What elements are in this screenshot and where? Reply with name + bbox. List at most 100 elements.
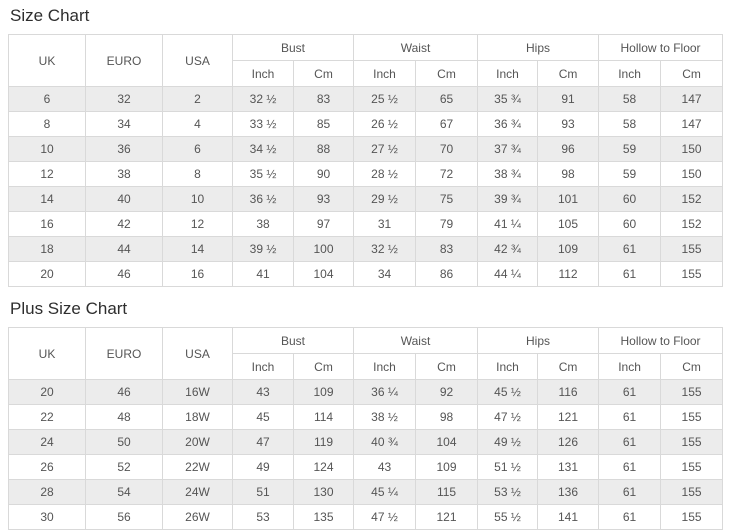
cell-waist-inch: 36 ¼ — [353, 379, 417, 405]
cell-hollow-inch: 61 — [598, 404, 662, 430]
table-row: 8 34 4 33 ½ 85 26 ½ 67 36 ¾ 93 58 147 — [8, 111, 724, 137]
cell-bust-inch: 53 — [232, 504, 294, 530]
cell-hollow-cm: 150 — [660, 136, 724, 162]
cell-bust-inch: 45 — [232, 404, 294, 430]
cell-waist-inch: 28 ½ — [353, 161, 417, 187]
cell-waist-inch: 32 ½ — [353, 236, 417, 262]
sub-header-waist-cm: Cm — [415, 353, 479, 380]
col-header-hollow-to-floor: Hollow to Floor — [598, 34, 724, 61]
cell-bust-inch: 47 — [232, 429, 294, 455]
cell-hips-inch: 51 ½ — [477, 454, 539, 480]
cell-hollow-cm: 150 — [660, 161, 724, 187]
cell-bust-inch: 32 ½ — [232, 86, 294, 112]
cell-euro: 50 — [85, 429, 163, 455]
cell-hollow-inch: 61 — [598, 236, 662, 262]
cell-waist-cm: 72 — [415, 161, 479, 187]
cell-bust-cm: 135 — [292, 504, 355, 530]
sub-header-hips-cm: Cm — [537, 60, 600, 87]
cell-uk: 14 — [8, 186, 86, 212]
cell-uk: 20 — [8, 261, 86, 287]
cell-waist-cm: 65 — [415, 86, 479, 112]
cell-waist-inch: 26 ½ — [353, 111, 417, 137]
cell-euro: 34 — [85, 111, 163, 137]
cell-uk: 10 — [8, 136, 86, 162]
cell-waist-inch: 43 — [353, 454, 417, 480]
sub-header-hips-inch: Inch — [477, 60, 539, 87]
cell-hips-cm: 112 — [537, 261, 600, 287]
cell-hips-inch: 42 ¾ — [477, 236, 539, 262]
cell-hollow-inch: 61 — [598, 261, 662, 287]
cell-hollow-inch: 61 — [598, 454, 662, 480]
cell-hips-cm: 96 — [537, 136, 600, 162]
table-row: 6 32 2 32 ½ 83 25 ½ 65 35 ¾ 91 58 147 — [8, 86, 724, 112]
sub-header-waist-inch: Inch — [353, 353, 417, 380]
cell-waist-cm: 79 — [415, 211, 479, 237]
cell-hips-cm: 131 — [537, 454, 600, 480]
cell-hips-inch: 55 ½ — [477, 504, 539, 530]
cell-euro: 54 — [85, 479, 163, 505]
cell-hollow-cm: 152 — [660, 211, 724, 237]
cell-hips-inch: 37 ¾ — [477, 136, 539, 162]
cell-bust-cm: 104 — [292, 261, 355, 287]
cell-waist-cm: 75 — [415, 186, 479, 212]
cell-waist-cm: 115 — [415, 479, 479, 505]
cell-hollow-cm: 155 — [660, 429, 724, 455]
cell-bust-cm: 114 — [292, 404, 355, 430]
cell-usa: 16W — [162, 379, 233, 405]
cell-bust-cm: 130 — [292, 479, 355, 505]
col-header-usa: USA — [162, 34, 233, 87]
sub-header-hollow-cm: Cm — [660, 353, 724, 380]
cell-waist-inch: 47 ½ — [353, 504, 417, 530]
cell-bust-cm: 90 — [292, 161, 355, 187]
table-row: 26 52 22W 49 124 43 109 51 ½ 131 61 155 — [8, 454, 724, 480]
plus-size-chart-title: Plus Size Chart — [10, 299, 128, 318]
sub-header-hips-cm: Cm — [537, 353, 600, 380]
cell-bust-inch: 39 ½ — [232, 236, 294, 262]
cell-usa: 14 — [162, 236, 233, 262]
sub-header-bust-cm: Cm — [292, 353, 355, 380]
cell-hollow-inch: 60 — [598, 186, 662, 212]
cell-uk: 24 — [8, 429, 86, 455]
cell-usa: 4 — [162, 111, 233, 137]
cell-bust-cm: 83 — [292, 86, 355, 112]
cell-uk: 28 — [8, 479, 86, 505]
size-chart-header: UK EURO USA Bust Waist Hips Hollow to Fl… — [8, 34, 724, 87]
col-header-usa: USA — [162, 327, 233, 380]
cell-bust-inch: 36 ½ — [232, 186, 294, 212]
cell-bust-inch: 33 ½ — [232, 111, 294, 137]
cell-hips-inch: 49 ½ — [477, 429, 539, 455]
table-row: 28 54 24W 51 130 45 ¼ 115 53 ½ 136 61 15… — [8, 479, 724, 505]
cell-hollow-cm: 155 — [660, 404, 724, 430]
cell-hips-cm: 93 — [537, 111, 600, 137]
cell-bust-cm: 109 — [292, 379, 355, 405]
cell-hips-inch: 53 ½ — [477, 479, 539, 505]
cell-hollow-cm: 152 — [660, 186, 724, 212]
col-header-waist: Waist — [353, 34, 479, 61]
size-chart-body: 6 32 2 32 ½ 83 25 ½ 65 35 ¾ 91 58 147 — [8, 86, 724, 287]
cell-uk: 30 — [8, 504, 86, 530]
table-row: 20 46 16 41 104 34 86 44 ¼ 112 61 155 — [8, 261, 724, 287]
sub-header-hollow-inch: Inch — [598, 353, 662, 380]
table-row: 18 44 14 39 ½ 100 32 ½ 83 42 ¾ 109 61 15… — [8, 236, 724, 262]
col-header-uk: UK — [8, 327, 86, 380]
cell-hips-cm: 121 — [537, 404, 600, 430]
cell-hips-inch: 36 ¾ — [477, 111, 539, 137]
cell-hollow-inch: 59 — [598, 136, 662, 162]
cell-hips-cm: 91 — [537, 86, 600, 112]
cell-waist-cm: 109 — [415, 454, 479, 480]
table-row: 10 36 6 34 ½ 88 27 ½ 70 37 ¾ 96 59 150 — [8, 136, 724, 162]
plus-size-chart-section: Plus Size Chart UK EURO USA Bust Waist H… — [8, 299, 724, 530]
table-row: 20 46 16W 43 109 36 ¼ 92 45 ½ 116 61 155 — [8, 379, 724, 405]
cell-hollow-cm: 155 — [660, 479, 724, 505]
cell-uk: 6 — [8, 86, 86, 112]
cell-bust-inch: 38 — [232, 211, 294, 237]
cell-hollow-inch: 61 — [598, 429, 662, 455]
cell-euro: 56 — [85, 504, 163, 530]
cell-waist-inch: 40 ¾ — [353, 429, 417, 455]
cell-hollow-inch: 61 — [598, 379, 662, 405]
cell-waist-inch: 31 — [353, 211, 417, 237]
cell-waist-cm: 104 — [415, 429, 479, 455]
cell-bust-cm: 93 — [292, 186, 355, 212]
col-header-euro: EURO — [85, 34, 163, 87]
table-row: 14 40 10 36 ½ 93 29 ½ 75 39 ¾ 101 60 152 — [8, 186, 724, 212]
